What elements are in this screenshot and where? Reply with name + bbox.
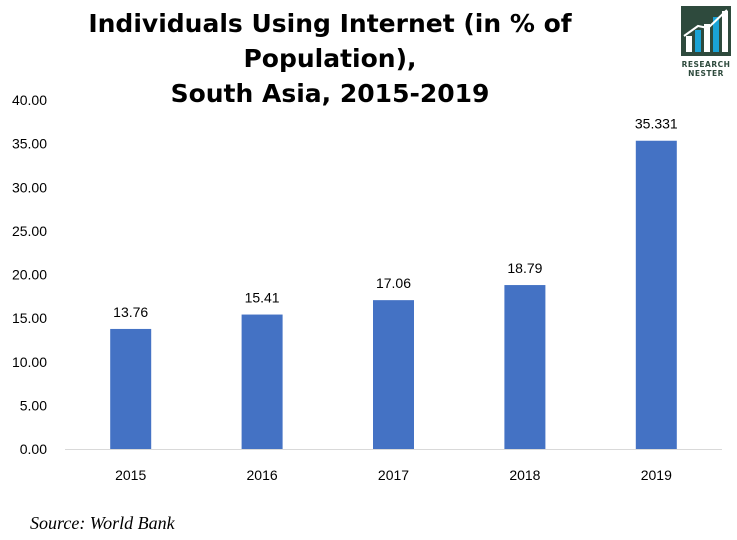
logo-text-nester: NESTER — [688, 69, 724, 78]
chart-title-line-1: Individuals Using Internet (in % of Popu… — [88, 9, 572, 73]
logo-bar-3 — [704, 24, 710, 52]
logo-bar-1 — [686, 36, 692, 52]
x-tick-label: 2017 — [378, 467, 409, 483]
data-label-2015: 13.76 — [113, 304, 148, 320]
logo-bar-4 — [713, 17, 719, 52]
y-tick-label: 25.00 — [12, 223, 47, 239]
logo-bar-2 — [695, 30, 701, 52]
logo-trend-line — [683, 9, 728, 37]
y-tick-label: 15.00 — [12, 310, 47, 326]
y-tick-label: 5.00 — [20, 397, 47, 413]
y-tick-label: 35.00 — [12, 136, 47, 152]
y-tick-label: 40.00 — [12, 92, 47, 108]
bar-2018 — [504, 285, 546, 449]
bar-2019 — [635, 140, 677, 449]
data-label-2019: 35.331 — [635, 116, 678, 132]
source-note: Source: World Bank — [30, 513, 175, 533]
bar-series — [110, 140, 677, 449]
research-nester-logo: RESEARCH NESTER — [677, 2, 735, 80]
y-tick-label: 0.00 — [20, 441, 47, 457]
x-tick-label: 2016 — [247, 467, 278, 483]
logo-text-research: RESEARCH — [681, 60, 731, 69]
data-label-2016: 15.41 — [245, 290, 280, 306]
x-axis-tick-labels: 2015 2016 2017 2018 2019 — [115, 467, 672, 483]
y-tick-label: 30.00 — [12, 179, 47, 195]
x-tick-label: 2019 — [641, 467, 672, 483]
y-tick-label: 20.00 — [12, 267, 47, 283]
x-tick-label: 2018 — [509, 467, 540, 483]
logo-mark-icon — [681, 6, 731, 56]
logo-bar-5 — [722, 11, 728, 52]
y-axis-tick-labels: 0.00 5.00 10.00 15.00 20.00 25.00 30.00 35.00 40… — [12, 92, 47, 457]
chart-title-line-2: South Asia, 2015-2019 — [170, 79, 490, 108]
bar-2016 — [241, 314, 283, 449]
data-label-2018: 18.79 — [507, 260, 542, 276]
chart-title: Individuals Using Internet (in % of Popu… — [0, 6, 660, 111]
x-tick-label: 2015 — [115, 467, 146, 483]
data-label-2017: 17.06 — [376, 275, 411, 291]
bar-2017 — [373, 300, 414, 449]
y-tick-label: 10.00 — [12, 354, 47, 370]
data-labels: 13.76 15.41 17.06 18.79 35.331 — [113, 116, 678, 320]
bar-2015 — [110, 328, 152, 449]
